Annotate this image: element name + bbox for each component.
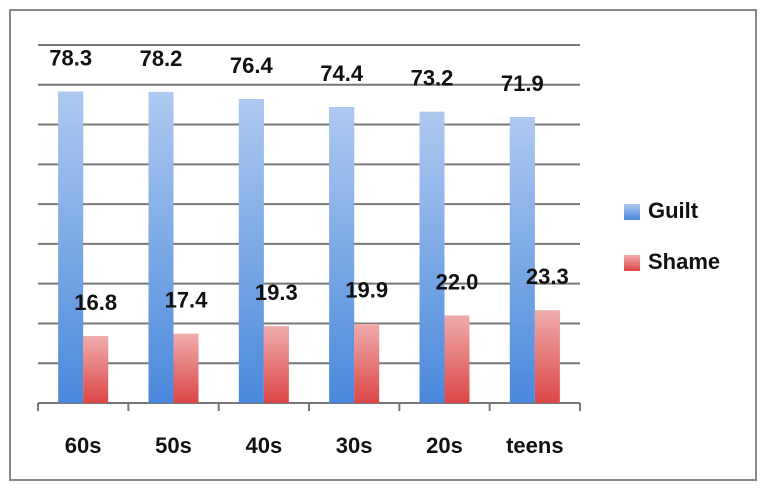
legend-shine [624,204,640,220]
x-tick-label: 60s [65,433,102,458]
value-label: 78.2 [140,46,183,71]
bar-shine [329,107,355,403]
bar-shine [263,326,289,403]
value-label: 19.9 [345,278,388,303]
bar-shine [444,315,470,403]
x-tick-label: 30s [336,433,373,458]
bar-shine [148,91,174,403]
value-label: 22.0 [436,269,479,294]
frame [9,9,757,481]
bar-shine [534,310,560,403]
legend-shine [624,255,640,271]
value-label: 76.4 [230,53,274,78]
bar-shine [419,111,445,404]
bar-shine [173,333,199,403]
value-label: 71.9 [501,71,544,96]
value-label: 19.3 [255,280,298,305]
x-tick-label: 40s [245,433,282,458]
x-tick-label: 20s [426,433,463,458]
legend-label: Shame [648,249,720,274]
x-tick-label: 50s [155,433,192,458]
value-label: 17.4 [165,288,209,313]
value-label: 23.3 [526,264,569,289]
bar-shine [509,116,535,404]
value-label: 74.4 [320,61,364,86]
bar-shine [238,99,264,403]
value-label: 73.2 [411,66,454,91]
bar-shine [83,336,109,403]
bar-shine [354,323,380,403]
value-label: 78.3 [49,45,92,70]
x-tick-label: teens [506,433,563,458]
bar-shine [58,91,84,403]
legend-label: Guilt [648,198,699,223]
value-label: 16.8 [74,290,117,315]
